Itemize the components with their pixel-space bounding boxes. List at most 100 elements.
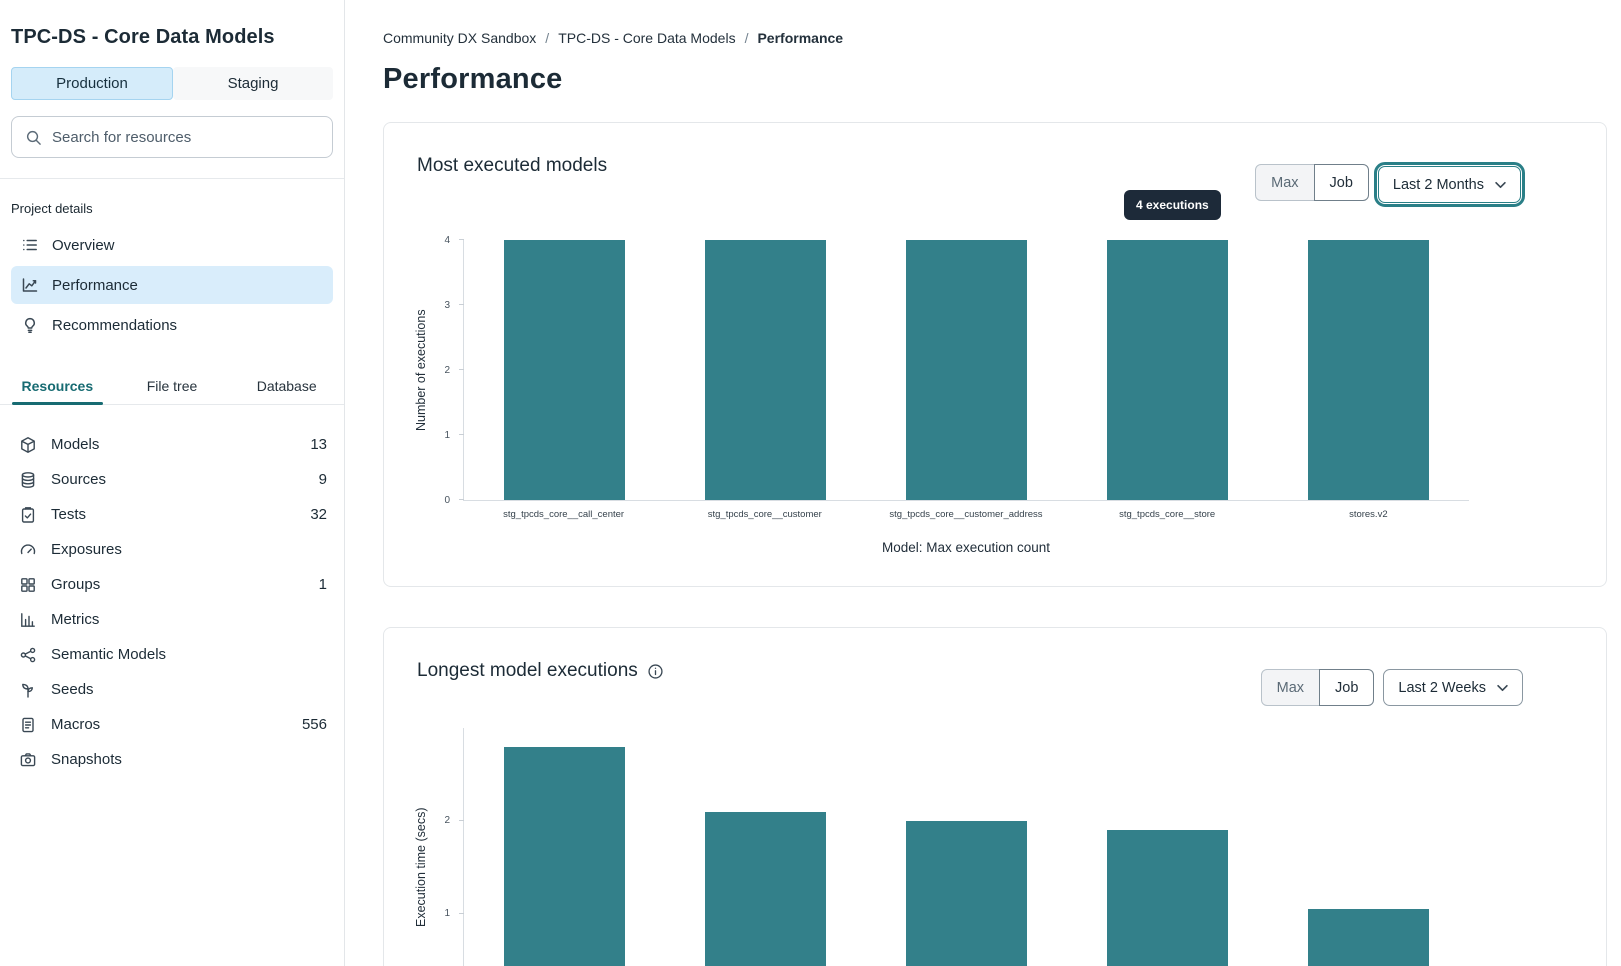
breadcrumb-item-current: Performance [757,30,844,46]
tab-resources[interactable]: Resources [0,370,115,405]
resource-item-models[interactable]: Models 13 [7,427,337,462]
chart-tooltip: 4 executions [1124,190,1221,220]
y-tick-label: 1 [444,908,450,919]
time-range-dropdown[interactable]: Last 2 Weeks [1383,669,1523,706]
bar-slot [504,746,625,966]
most-executed-models-card: Most executed models Max Job Last 2 Mont… [383,122,1607,587]
y-tick-mark [459,499,464,500]
bar-stg_tpcds_core__store[interactable] [1107,240,1228,500]
tab-file-tree[interactable]: File tree [146,378,198,394]
camera-icon [19,751,37,769]
y-tick-label: 1 [444,430,450,441]
chart-plot-area [459,239,1469,501]
sidebar-item-performance[interactable]: Performance [11,266,333,304]
resource-label: Groups [51,576,101,593]
resource-item-seeds[interactable]: Seeds [7,672,337,707]
bar-slot [1308,240,1429,500]
bar-slot [1308,909,1429,966]
bar-value-3[interactable] [1107,830,1228,966]
resource-count: 556 [301,716,327,733]
bar-value-1[interactable] [705,811,826,966]
list-icon [21,236,39,254]
resource-list: Models 13 Sources 9 Tests 32 [7,427,337,777]
chart-plot-area [459,728,1469,966]
bar-stg_tpcds_core__call_center[interactable] [504,240,625,500]
x-axis-tick-labels: stg_tpcds_core__call_center stg_tpcds_cor… [463,509,1469,520]
chevron-down-icon [1495,181,1506,189]
bar-slot [705,811,826,966]
breadcrumb-item[interactable]: TPC-DS - Core Data Models [558,30,736,46]
info-icon[interactable] [647,663,664,680]
bars-container [464,728,1469,966]
share-network-icon [19,646,37,664]
bar-value-2[interactable] [906,821,1027,966]
page-title: Performance [383,63,563,95]
bar-slot [1107,830,1228,966]
breadcrumb: Community DX Sandbox / TPC-DS - Core Dat… [383,30,1607,46]
resource-item-groups[interactable]: Groups 1 [7,567,337,602]
time-range-value: Last 2 Weeks [1398,679,1486,696]
max-button[interactable]: Max [1260,669,1321,706]
chart-line-icon [21,276,39,294]
chart-controls: Max Job Last 2 Months [1255,162,1526,207]
bar-stores.v2[interactable] [1308,240,1429,500]
resource-item-exposures[interactable]: Exposures [7,532,337,567]
time-range-value: Last 2 Months [1392,176,1484,193]
sidebar-tabs: Resources File tree Database [0,370,344,405]
project-title: TPC-DS - Core Data Models [11,26,275,48]
job-button[interactable]: Job [1313,164,1369,201]
sidebar: TPC-DS - Core Data Models Production Sta… [0,0,345,966]
resource-item-sources[interactable]: Sources 9 [7,462,337,497]
bar-value-0[interactable] [504,746,625,966]
y-tick-label: 0 [444,495,450,506]
resource-item-snapshots[interactable]: Snapshots [7,742,337,777]
cube-icon [19,436,37,454]
bar-stg_tpcds_core__customer_address[interactable] [906,240,1027,500]
breadcrumb-item[interactable]: Community DX Sandbox [383,30,537,46]
search-box[interactable] [11,116,333,158]
sidebar-item-label: Performance [52,276,138,294]
resource-item-tests[interactable]: Tests 32 [7,497,337,532]
sidebar-item-overview[interactable]: Overview [11,226,333,264]
clipboard-check-icon [19,506,37,524]
main-content: Community DX Sandbox / TPC-DS - Core Dat… [345,0,1621,966]
bar-value-4[interactable] [1308,909,1429,966]
staging-toggle-button[interactable]: Staging [173,67,333,100]
bar-chart-icon [19,611,37,629]
bar-slot [906,821,1027,966]
x-tick-label: stg_tpcds_core__call_center [503,509,625,520]
resource-item-semantic-models[interactable]: Semantic Models [7,637,337,672]
resource-label: Metrics [51,611,100,628]
production-toggle-button[interactable]: Production [11,67,173,100]
tab-database[interactable]: Database [256,378,317,394]
y-tick-mark [459,434,464,435]
y-tick-mark [459,913,464,914]
job-button[interactable]: Job [1319,669,1375,706]
lightbulb-icon [21,316,39,334]
sidebar-item-label: Recommendations [52,316,178,334]
sidebar-divider [0,178,344,179]
bar-stg_tpcds_core__customer[interactable] [705,240,826,500]
environment-toggle: Production Staging [11,67,333,100]
max-button[interactable]: Max [1255,164,1315,201]
y-tick-mark [459,369,464,370]
time-range-dropdown[interactable]: Last 2 Months [1373,162,1526,207]
chevron-down-icon [1497,684,1508,692]
card-title: Longest model executions [417,660,638,681]
sidebar-item-recommendations[interactable]: Recommendations [11,306,333,344]
resource-item-metrics[interactable]: Metrics [7,602,337,637]
y-tick-label: 3 [444,300,450,311]
x-tick-label: stores.v2 [1349,509,1388,520]
bar-slot [705,240,826,500]
resource-label: Exposures [51,541,122,558]
gauge-icon [19,541,37,559]
resource-label: Macros [51,716,101,733]
resource-item-macros[interactable]: Macros 556 [7,707,337,742]
resource-label: Models [51,436,100,453]
seedling-icon [19,681,37,699]
card-title: Most executed models [417,155,608,176]
search-input[interactable] [52,128,319,146]
resource-count: 1 [318,576,327,593]
breadcrumb-separator: / [545,30,550,46]
